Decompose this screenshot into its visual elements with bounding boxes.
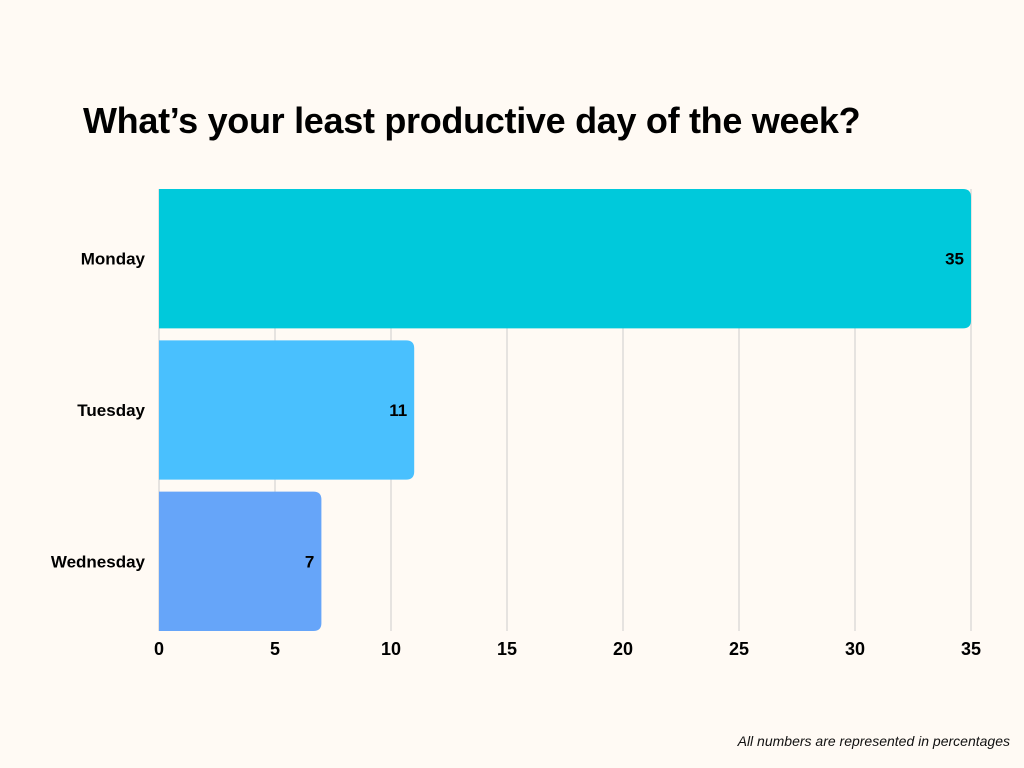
x-tick-label: 0 [154, 639, 164, 659]
x-tick-label: 30 [845, 639, 865, 659]
category-label: Monday [81, 250, 146, 269]
bar-value-label: 35 [945, 250, 964, 269]
x-tick-label: 25 [729, 639, 749, 659]
x-tick-labels: 0 5 10 15 20 25 30 35 [154, 639, 981, 659]
bar-tuesday [159, 340, 415, 480]
category-labels: Monday Tuesday Wednesday [51, 250, 146, 572]
x-tick-label: 10 [381, 639, 401, 659]
bar-wednesday [159, 491, 322, 631]
bar-monday [159, 189, 971, 329]
x-tick-label: 20 [613, 639, 633, 659]
category-label: Wednesday [51, 552, 146, 571]
x-tick-label: 5 [270, 639, 280, 659]
bar-value-label: 7 [305, 552, 314, 571]
footnote: All numbers are represented in percentag… [737, 733, 1010, 749]
x-tick-label: 35 [961, 639, 981, 659]
category-label: Tuesday [77, 401, 145, 420]
chart-title: What’s your least productive day of the … [83, 100, 861, 141]
bars [159, 189, 971, 631]
bar-value-labels: 35 11 7 [305, 250, 964, 572]
bar-value-label: 11 [389, 401, 407, 420]
x-tick-label: 15 [497, 639, 517, 659]
